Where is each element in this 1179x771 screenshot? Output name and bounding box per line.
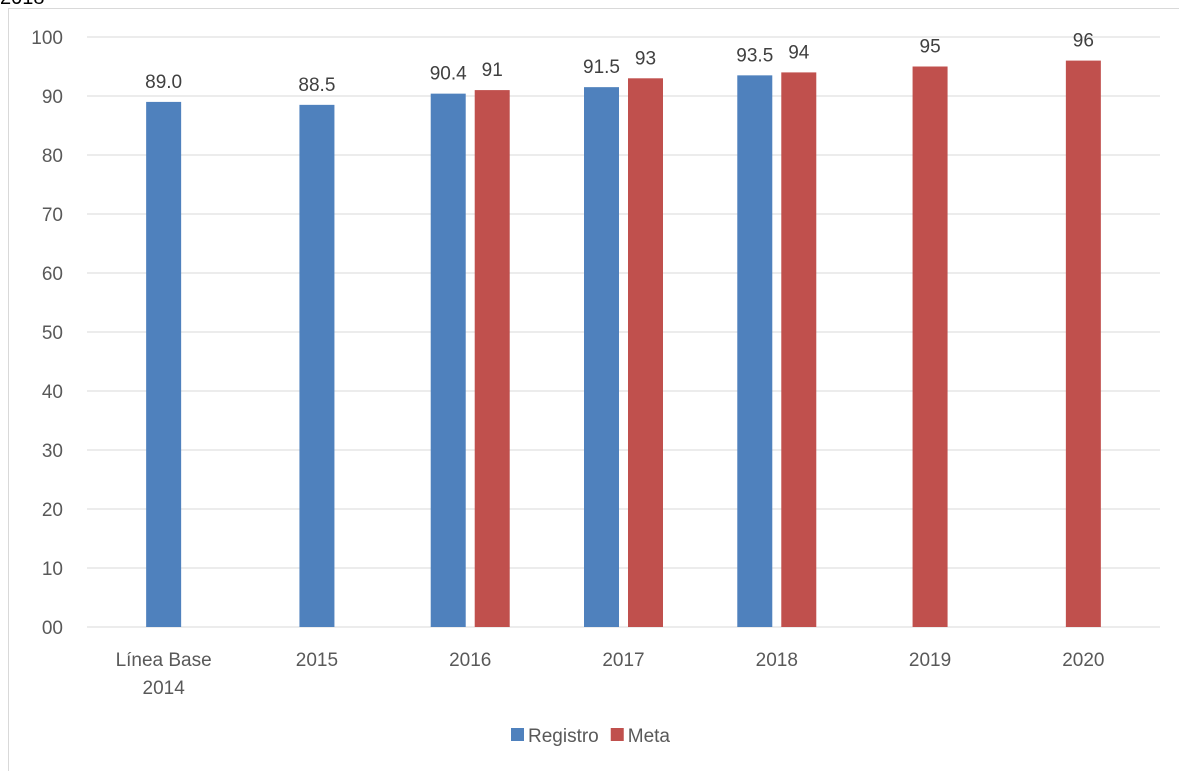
y-tick-label: 80	[42, 146, 63, 167]
y-tick-label: 100	[31, 28, 63, 49]
x-tick-label: 2020	[1062, 650, 1104, 671]
data-label: 91	[482, 60, 503, 81]
legend-swatch-meta	[610, 728, 624, 741]
y-tick-label: 60	[42, 264, 63, 285]
data-label: 90.4	[430, 64, 467, 85]
x-tick-label: 2017	[602, 650, 644, 671]
data-label: 93.5	[736, 45, 773, 66]
bar-meta	[474, 90, 510, 628]
y-tick-label: 50	[42, 323, 63, 344]
y-tick-label: 00	[42, 618, 63, 639]
bar-meta	[1065, 60, 1101, 628]
chart-frame	[8, 8, 1179, 771]
data-label: 94	[788, 42, 810, 63]
y-tick-label: 90	[42, 87, 63, 108]
y-tick-label: 30	[42, 441, 63, 462]
y-tick-label: 10	[42, 559, 63, 580]
data-label: 93	[635, 48, 656, 69]
bar-registro	[584, 87, 619, 627]
x-tick-label: 2015	[296, 650, 338, 671]
y-tick-label: 40	[42, 382, 63, 403]
bar-meta	[628, 78, 663, 628]
legend-label-registro: Registro	[528, 726, 599, 747]
data-label: 89.0	[145, 72, 182, 93]
bar-meta	[912, 66, 948, 627]
bar-registro	[737, 75, 773, 628]
y-tick-label: 70	[42, 205, 63, 226]
legend-label-meta: Meta	[628, 726, 671, 747]
data-label: 91.5	[583, 57, 620, 78]
bar-registro	[146, 101, 182, 627]
bar-meta	[781, 72, 817, 627]
y-tick-label: 20	[42, 500, 63, 521]
bar-registro	[430, 93, 466, 627]
legend-swatch-registro	[511, 728, 524, 741]
cropped-header-text: 2018	[0, 0, 45, 10]
data-label: 88.5	[298, 75, 335, 96]
x-tick-label: Línea Base	[116, 650, 212, 671]
x-tick-label: 2019	[909, 650, 951, 671]
x-tick-label: 2016	[449, 650, 491, 671]
x-tick-label: 2018	[756, 650, 798, 671]
data-label: 95	[920, 37, 941, 58]
x-tick-label: 2014	[143, 678, 186, 699]
data-label: 96	[1073, 31, 1094, 52]
bar-registro	[299, 104, 335, 628]
